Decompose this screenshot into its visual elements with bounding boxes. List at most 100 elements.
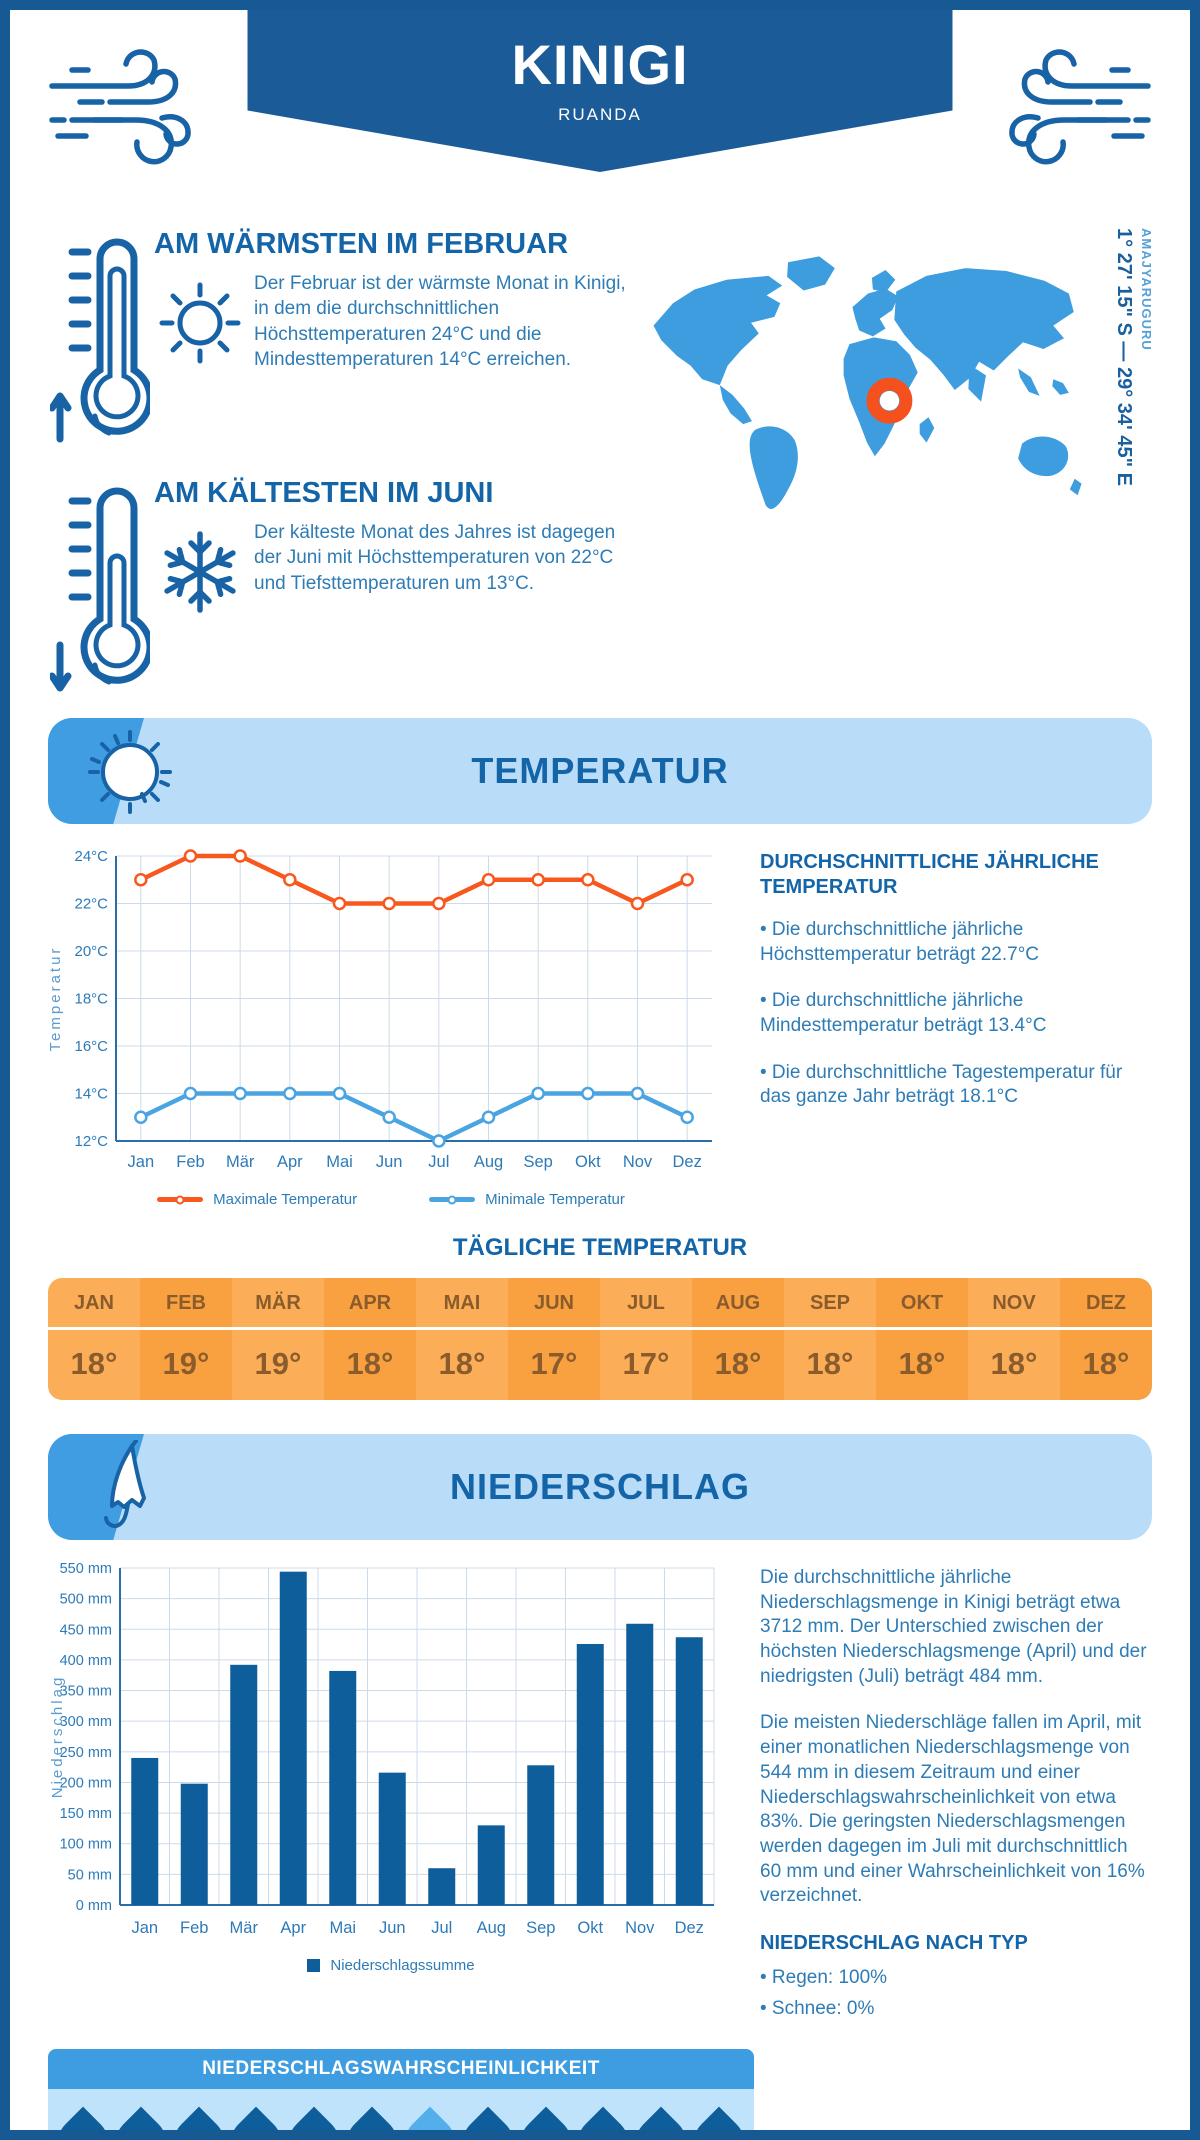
svg-text:Feb: Feb [176,1153,204,1171]
svg-text:350 mm: 350 mm [60,1684,112,1700]
water-drop-icon: 55% [510,2106,581,2140]
thermometer-warm-icon [50,224,150,459]
daily-temp-month: OKT [876,1278,968,1330]
svg-text:150 mm: 150 mm [60,1806,112,1822]
svg-text:300 mm: 300 mm [60,1714,112,1730]
probability-drop-item: 74%OKT [568,2103,639,2130]
probability-value: 28% [471,2132,505,2140]
water-drop-icon: 47% [47,2106,119,2130]
page-title: KINIGI [511,33,689,96]
probability-drop-item: 45%FEB [105,2103,177,2130]
svg-text:22°C: 22°C [74,896,108,913]
probability-drop-item: 47%JAN [47,2103,119,2130]
water-drop-icon: 16% [394,2106,466,2140]
svg-text:550 mm: 550 mm [60,1561,112,1577]
daily-temp-column: SEP 18° [784,1278,876,1400]
temperature-chart-legend: Maximale Temperatur Minimale Temperatur [38,1191,744,1208]
daily-temp-column: NOV 18° [968,1278,1060,1400]
intro-section: AM WÄRMSTEN IM FEBRUAR Der Feb [10,202,1190,708]
coordinates-text: 1° 27' 15" S — 29° 34' 45" E [1113,228,1135,486]
svg-text:Aug: Aug [474,1153,503,1171]
precipitation-type-bullet: • Schnee: 0% [760,1997,875,2019]
daily-temp-column: JUN 17° [508,1278,600,1400]
water-drop-icon: 28% [452,2106,524,2140]
probability-drops: 47%JAN45%FEB64%MÄR83%APR69%MAI35%JUN16%J… [47,2089,755,2140]
daily-temp-month: NOV [968,1278,1060,1330]
svg-text:18°C: 18°C [74,991,108,1008]
precipitation-band-title: NIEDERSCHLAG [449,1466,751,1507]
title-ribbon: KINIGI RUANDA [247,10,953,172]
svg-text:Okt: Okt [577,1919,603,1937]
coldest-month-title: AM KÄLTESTEN IM JUNI [154,477,494,509]
probability-value: 55% [529,2132,563,2140]
water-drop-icon: 45% [105,2106,177,2140]
coldest-month-content: AM KÄLTESTEN IM JUNI Der kälte [150,473,634,708]
svg-text:100 mm: 100 mm [60,1837,112,1853]
daily-temp-column: OKT 18° [876,1278,968,1400]
legend-item: Minimale Temperatur [429,1191,625,1208]
svg-text:200 mm: 200 mm [60,1775,112,1791]
daily-temp-month: APR [324,1278,416,1330]
warmest-month-text: Der Februar ist der wärmste Monat in Kin… [254,273,626,371]
svg-text:Temperatur: Temperatur [47,946,64,1052]
svg-text:16°C: 16°C [74,1038,108,1055]
precipitation-type-heading: NIEDERSCHLAG NACH TYP [760,1931,1028,1954]
svg-text:Dez: Dez [672,1153,701,1171]
probability-drop-item: 69%MAI [278,2103,350,2130]
svg-text:500 mm: 500 mm [60,1592,112,1608]
daily-temp-value: 18° [806,1346,854,1381]
probability-drop-item: 83%APR [221,2103,292,2140]
precipitation-bar [428,1868,456,1905]
svg-text:14°C: 14°C [74,1086,108,1103]
precipitation-chart-row: 0 mm 50 mm 100 mm 150 mm 200 mm 250 mm 300 mm 3… [10,1540,1190,2043]
daily-temp-column: FEB 19° [140,1278,232,1400]
daily-temp-column: JAN 18° [48,1278,140,1400]
probability-value: 16% [413,2132,447,2140]
annual-bullet: • Die durchschnittliche jährliche Höchst… [760,919,1040,965]
svg-text:450 mm: 450 mm [60,1622,112,1638]
sun-band-icon [82,726,182,818]
daily-temp-month: AUG [692,1278,784,1330]
daily-temp-month: FEB [140,1278,232,1330]
daily-temp-month: MAI [416,1278,508,1330]
coordinates-column: 1° 27' 15" S — 29° 34' 45" E AMAJYARUGUR… [1102,224,1154,708]
daily-temp-value: 17° [530,1346,578,1381]
svg-text:Nov: Nov [625,1919,655,1937]
svg-text:Mai: Mai [329,1919,356,1937]
precipitation-band: NIEDERSCHLAG [48,1434,1152,1540]
precipitation-chart-legend: Niederschlagssumme [38,1957,744,1974]
annual-bullet: • Die durchschnittliche jährliche Mindes… [760,990,1047,1037]
legend-item: Niederschlagssumme [307,1957,475,1974]
probability-drop-item: 55%SEP [510,2103,581,2130]
daily-temp-value: 18° [438,1346,486,1381]
svg-text:Mär: Mär [230,1919,259,1937]
header: KINIGI RUANDA [10,10,1190,202]
svg-text:Jul: Jul [431,1919,452,1937]
probability-value: 83% [239,2132,273,2140]
daily-temp-value: 18° [990,1346,1038,1381]
wind-icon [1009,49,1151,165]
svg-text:Nov: Nov [623,1153,653,1171]
precipitation-probability-box: NIEDERSCHLAGSWAHRSCHEINLICHKEIT 47%JAN45… [47,2049,755,2140]
probability-value: 35% [355,2132,389,2140]
water-drop-icon: 74% [568,2106,639,2140]
annual-bullet: • Die durchschnittliche Tagestemperatur … [760,1061,1123,1108]
precipitation-bar [527,1765,555,1905]
temperature-band-title: TEMPERATUR [471,750,729,791]
daily-temperature-table: JAN 18° FEB 19° MÄR 19° APR 18° MAI 18° JUN 17° JUL 1… [48,1278,1152,1400]
svg-text:Jan: Jan [131,1919,158,1937]
map-area: 1° 27' 15" S — 29° 34' 45" E AMAJYARUGUR… [634,210,1154,708]
page-subtitle: RUANDA [558,105,642,124]
probability-value: 74% [586,2132,620,2140]
svg-text:20°C: 20°C [74,943,108,960]
warmest-month-title: AM WÄRMSTEN IM FEBRUAR [154,228,569,260]
legend-label: Minimale Temperatur [485,1191,625,1208]
temperature-chart: 12°C 14°C 16°C 18°C 20°C 22°C 24°C Jan Feb Mär Apr… [47,848,712,1171]
water-drop-icon: 75% [683,2106,755,2130]
probability-value: 45% [124,2132,158,2140]
legend-item: Maximale Temperatur [157,1191,357,1208]
svg-text:Apr: Apr [277,1153,303,1171]
daily-temp-column: DEZ 18° [1060,1278,1152,1400]
svg-text:Dez: Dez [675,1919,704,1937]
